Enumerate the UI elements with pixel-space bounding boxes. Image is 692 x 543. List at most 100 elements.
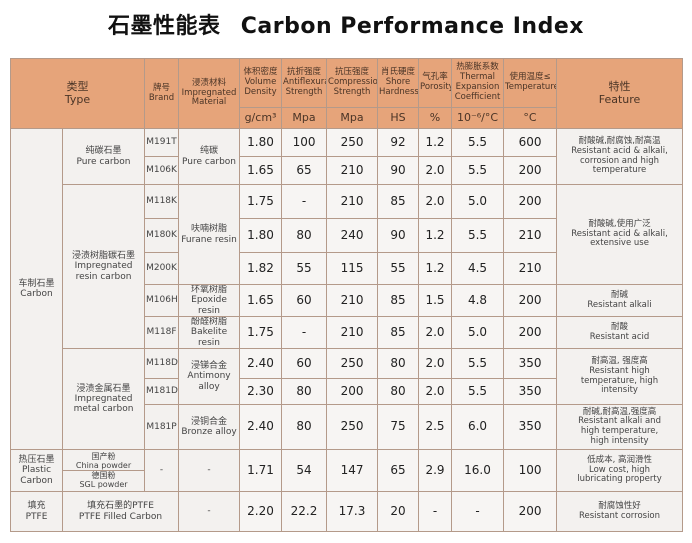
expansion-cell: 5.0 bbox=[451, 316, 505, 350]
brand-cell: M118K bbox=[144, 184, 180, 219]
unit-expansion: 10⁻⁶/°C bbox=[451, 107, 505, 129]
expansion-cell: 5.0 bbox=[451, 184, 505, 219]
flex-cell: 100 bbox=[281, 128, 328, 157]
group-pure: 纯碳石墨 Pure carbon bbox=[61, 128, 146, 185]
group-hot: 热压石墨 Plastic Carbon bbox=[10, 449, 63, 493]
unit-temperature: °C bbox=[503, 107, 558, 129]
unit-porosity: % bbox=[418, 107, 453, 129]
flex-cell: 65 bbox=[281, 156, 328, 185]
hardness-cell: 80 bbox=[377, 378, 420, 406]
table-row: 浸渍树脂碳石墨 Impregnated resin carbon M118K 呋喃树… bbox=[11, 183, 684, 350]
density-cell: 1.65 bbox=[239, 156, 283, 185]
group-carbon: 车制石墨 Carbon bbox=[10, 127, 63, 451]
compression-cell: 250 bbox=[326, 348, 379, 380]
density-cell: 2.20 bbox=[239, 491, 283, 533]
impreg-epoxide: 环氧树脂 Epoxide resin bbox=[178, 283, 241, 318]
expansion-cell: 5.5 bbox=[451, 156, 505, 185]
flex-cell: 22.2 bbox=[281, 491, 328, 533]
header-compression: 抗压强度Compression Strength bbox=[326, 58, 379, 108]
unit-row: g/cm³ Mpa Mpa HS % 10⁻⁶/°C °C bbox=[11, 107, 683, 129]
flex-cell: 60 bbox=[281, 283, 328, 318]
unit-hardness: HS bbox=[377, 107, 420, 129]
density-cell: 1.71 bbox=[239, 449, 283, 493]
hardness-cell: 85 bbox=[377, 316, 420, 350]
header-type: 类型 Type bbox=[9, 58, 146, 129]
feature-3: 耐碱 Resistant alkali bbox=[556, 283, 684, 318]
performance-table-wrapper: 类型 Type 牌号 Brand 浸渍材料 Impregnated Material … bbox=[9, 58, 684, 533]
hot-brands: 国产粉 China powder 德国粉 SGL powder bbox=[61, 449, 146, 493]
group-metal: 浸渍金属石墨 Impregnated metal carbon bbox=[61, 348, 146, 451]
ptfe-brand: 填充石墨的PTFE PTFE Filled Carbon bbox=[61, 491, 180, 533]
porosity-cell: 2.0 bbox=[418, 348, 453, 380]
temperature-cell: 100 bbox=[503, 449, 558, 493]
unit-compression: Mpa bbox=[326, 107, 379, 129]
impreg-antimony: 浸锑合金 Antimony alloy bbox=[178, 348, 241, 406]
flex-cell: 55 bbox=[281, 252, 328, 285]
porosity-cell: 2.0 bbox=[418, 156, 453, 185]
table-row: M180K 1.80 80 240 90 1.2 5.5 210 bbox=[11, 218, 683, 253]
brand-cell: - bbox=[144, 449, 180, 493]
temperature-cell: 200 bbox=[503, 156, 558, 185]
expansion-cell: 5.5 bbox=[451, 128, 505, 157]
header-impregnated: 浸渍材料 Impregnated Material bbox=[178, 58, 241, 129]
feature-1: 耐酸碱,耐腐蚀,耐高温 Resistant acid & alkali, corro… bbox=[556, 128, 684, 185]
brand-cell: M118F bbox=[144, 316, 180, 350]
page-title: 石墨性能表 Carbon Performance Index bbox=[0, 8, 692, 40]
unit-density: g/cm³ bbox=[239, 107, 283, 129]
table-row: M106K 1.65 65 210 90 2.0 5.5 200 bbox=[11, 156, 683, 185]
density-cell: 2.40 bbox=[239, 348, 283, 380]
temperature-cell: 200 bbox=[503, 491, 558, 533]
performance-table: 类型 Type 牌号 Brand 浸渍材料 Impregnated Material … bbox=[9, 58, 684, 533]
brand-cell: M191T bbox=[144, 128, 180, 157]
brand-cell: M106K bbox=[144, 156, 180, 185]
header-hardness: 肖氏硬度 Shore Hardness bbox=[377, 58, 420, 108]
feature-6: 耐碱,耐高温,强度高 Resistant alkali and high tempe… bbox=[556, 404, 684, 451]
compression-cell: 17.3 bbox=[326, 491, 379, 533]
flex-cell: 80 bbox=[281, 404, 328, 451]
porosity-cell: 1.2 bbox=[418, 128, 453, 157]
feature-4: 耐酸 Resistant acid bbox=[556, 316, 684, 350]
flex-cell: 80 bbox=[281, 378, 328, 406]
table-row: M200K 1.82 55 115 55 1.2 4.5 210 bbox=[11, 252, 683, 285]
temperature-cell: 210 bbox=[503, 252, 558, 285]
porosity-cell: 2.5 bbox=[418, 404, 453, 451]
table-row: 热压石墨 Plastic Carbon 国产粉 China powder 德国粉 SGL… bbox=[10, 449, 684, 493]
impreg-bakelite: 酚醛树脂 Bakelite resin bbox=[178, 316, 241, 350]
expansion-cell: 5.5 bbox=[451, 348, 505, 380]
compression-cell: 210 bbox=[326, 283, 379, 318]
feature-2: 耐酸碱,使用广泛 Resistant acid & alkali, extensiv… bbox=[556, 184, 684, 285]
table-row: 车制石墨 Carbon 纯碳石墨 Pure carbon M191T 纯碳 Pure … bbox=[10, 127, 684, 451]
expansion-cell: 4.5 bbox=[451, 252, 505, 285]
temperature-cell: 600 bbox=[503, 128, 558, 157]
density-cell: 1.82 bbox=[239, 252, 283, 285]
feature-8: 耐腐蚀性好 Resistant corrosion bbox=[556, 491, 684, 533]
hardness-cell: 55 bbox=[377, 252, 420, 285]
compression-cell: 200 bbox=[326, 378, 379, 406]
flex-cell: - bbox=[281, 184, 328, 219]
porosity-cell: 2.9 bbox=[418, 449, 453, 493]
hardness-cell: 80 bbox=[377, 348, 420, 380]
table-row: 填充 PTFE 填充石墨的PTFE PTFE Filled Carbon - 2.2… bbox=[10, 491, 684, 533]
impreg-pure: 纯碳 Pure carbon bbox=[178, 128, 241, 185]
table-row: M181P 浸铜合金 Bronze alloy 2.40 80 250 75 2.… bbox=[11, 404, 684, 451]
flex-cell: 80 bbox=[281, 218, 328, 253]
flex-cell: 60 bbox=[281, 348, 328, 380]
density-cell: 1.80 bbox=[239, 128, 283, 157]
compression-cell: 147 bbox=[326, 449, 379, 493]
header-porosity: 气孔率 Porosity bbox=[418, 58, 453, 108]
temperature-cell: 200 bbox=[503, 316, 558, 350]
flex-cell: 54 bbox=[281, 449, 328, 493]
expansion-cell: 16.0 bbox=[451, 449, 505, 493]
feature-7: 低成本, 高润滑性 Low cost, high lubricating prope… bbox=[556, 449, 684, 493]
porosity-cell: 1.2 bbox=[418, 218, 453, 253]
compression-cell: 210 bbox=[326, 156, 379, 185]
porosity-cell: 1.2 bbox=[418, 252, 453, 285]
density-cell: 1.80 bbox=[239, 218, 283, 253]
density-cell: 2.40 bbox=[239, 404, 283, 451]
temperature-cell: 350 bbox=[503, 378, 558, 406]
table-row: M118F 酚醛树脂 Bakelite resin 1.75 - 210 85 2… bbox=[11, 316, 684, 350]
compression-cell: 210 bbox=[326, 184, 379, 219]
hardness-cell: 65 bbox=[377, 449, 420, 493]
title-en: Carbon Performance Index bbox=[240, 14, 584, 39]
hardness-cell: 75 bbox=[377, 404, 420, 451]
